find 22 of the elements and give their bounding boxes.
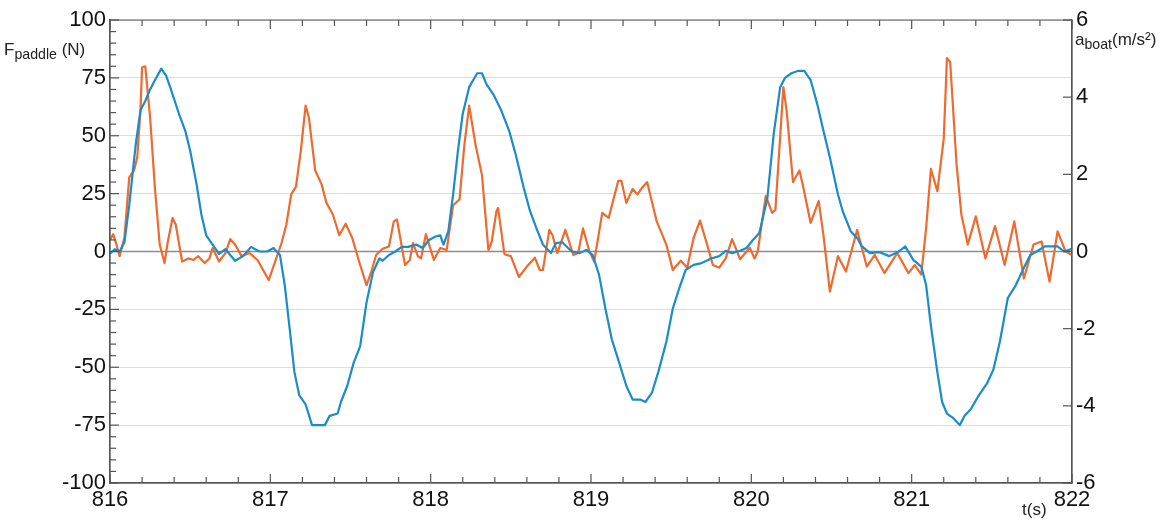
y-tick-label: 25 bbox=[81, 179, 106, 205]
y2-tick-label: -2 bbox=[1076, 314, 1096, 340]
y2-tick-label: 0 bbox=[1076, 237, 1089, 263]
y-tick-label: 100 bbox=[69, 6, 106, 32]
y2-tick-label: -4 bbox=[1076, 391, 1096, 417]
x-tick-label: 819 bbox=[572, 486, 610, 512]
x-axis-title: t(s) bbox=[1022, 500, 1047, 520]
x-tick-label: 821 bbox=[893, 486, 931, 512]
y-tick-label: 50 bbox=[81, 121, 106, 147]
x-tick-label: 817 bbox=[251, 486, 289, 512]
y-tick-label: 75 bbox=[81, 63, 106, 89]
y2-tick-label: 4 bbox=[1076, 83, 1089, 109]
y2-tick-label: 6 bbox=[1076, 6, 1089, 32]
y-tick-label: -25 bbox=[74, 295, 106, 321]
y2-axis-title: a$_{boat}$(m/s²) bbox=[1075, 30, 1157, 53]
y2-tick-label: 2 bbox=[1076, 160, 1089, 186]
y-tick-label: -75 bbox=[74, 411, 106, 437]
x-tick-label: 820 bbox=[732, 486, 770, 512]
y-axis-title: F$_{paddle}$ (N) bbox=[4, 40, 86, 63]
y-tick-label: -50 bbox=[74, 353, 106, 379]
y-tick-label: 0 bbox=[93, 237, 106, 263]
x-tick-label: 818 bbox=[412, 486, 450, 512]
